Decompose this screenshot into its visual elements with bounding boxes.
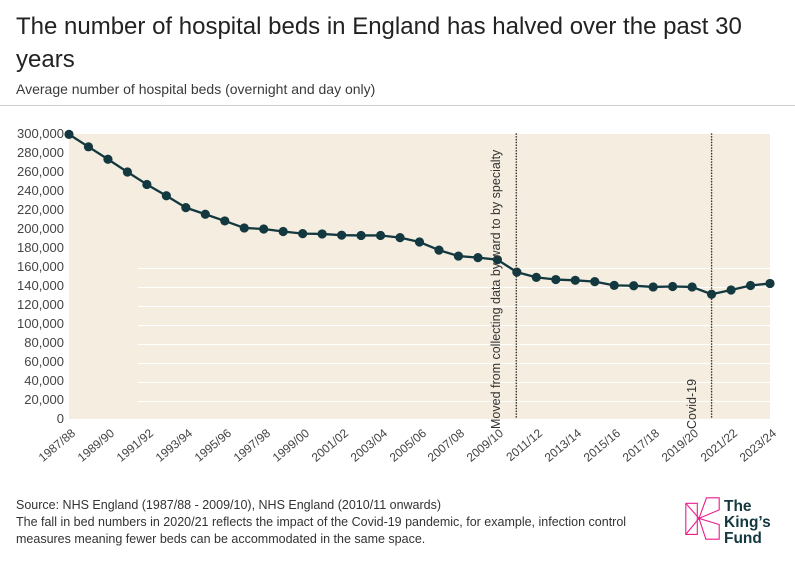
svg-text:King’s: King’s <box>724 514 771 531</box>
svg-text:The: The <box>724 498 752 515</box>
svg-text:Fund: Fund <box>724 530 762 547</box>
